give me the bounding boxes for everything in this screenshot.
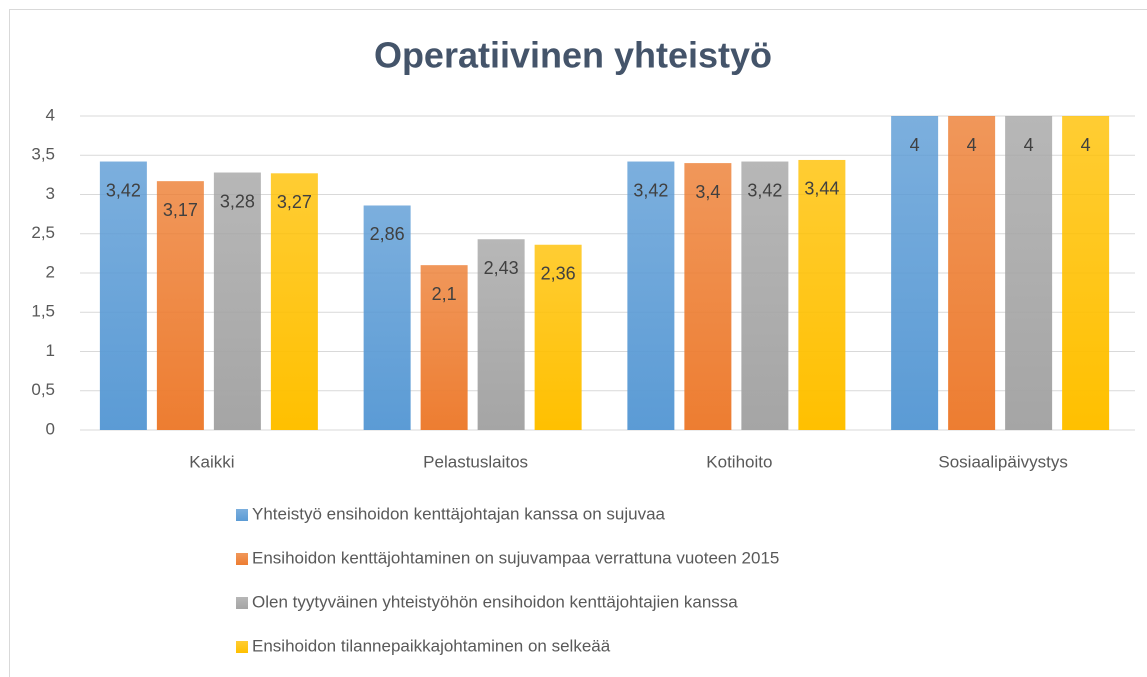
data-label: 4 bbox=[967, 135, 977, 155]
data-label: 2,1 bbox=[432, 284, 457, 304]
bar bbox=[684, 163, 732, 430]
y-tick-label: 3 bbox=[46, 184, 55, 203]
y-tick-label: 4 bbox=[46, 105, 55, 124]
data-label: 4 bbox=[910, 135, 920, 155]
bar bbox=[534, 244, 582, 430]
bar bbox=[363, 205, 411, 430]
data-label: 3,42 bbox=[633, 180, 668, 200]
y-tick-label: 1,5 bbox=[31, 302, 55, 321]
data-label: 2,43 bbox=[484, 258, 519, 278]
bar bbox=[477, 239, 525, 430]
bar bbox=[891, 116, 939, 430]
data-label: 4 bbox=[1081, 135, 1091, 155]
y-tick-label: 1 bbox=[46, 341, 55, 360]
legend-label: Yhteistyö ensihoidon kenttäjohtajan kans… bbox=[252, 504, 666, 523]
bar bbox=[270, 173, 318, 430]
y-tick-label: 0,5 bbox=[31, 380, 55, 399]
data-label: 3,27 bbox=[277, 192, 312, 212]
x-tick-label: Kaikki bbox=[189, 452, 234, 471]
legend-label: Olen tyytyväinen yhteistyöhön ensihoidon… bbox=[252, 592, 738, 611]
data-label: 3,28 bbox=[220, 191, 255, 211]
data-label: 3,44 bbox=[804, 179, 839, 199]
data-label: 3,4 bbox=[695, 182, 720, 202]
chart-frame bbox=[9, 9, 1147, 677]
y-tick-label: 2,5 bbox=[31, 223, 55, 242]
bar bbox=[948, 116, 996, 430]
bar bbox=[798, 159, 846, 430]
y-tick-label: 0 bbox=[46, 419, 55, 438]
data-label: 4 bbox=[1024, 135, 1034, 155]
bar bbox=[1005, 116, 1053, 430]
legend-swatch bbox=[236, 597, 248, 609]
bar bbox=[741, 161, 789, 430]
data-label: 2,86 bbox=[370, 224, 405, 244]
data-label: 3,42 bbox=[106, 180, 141, 200]
legend-swatch bbox=[236, 553, 248, 565]
legend-swatch bbox=[236, 641, 248, 653]
x-tick-label: Sosiaalipäivystys bbox=[938, 452, 1067, 471]
bar bbox=[420, 265, 468, 430]
x-tick-label: Kotihoito bbox=[706, 452, 772, 471]
bar bbox=[156, 181, 204, 430]
y-tick-label: 3,5 bbox=[31, 145, 55, 164]
legend-label: Ensihoidon tilannepaikkajohtaminen on se… bbox=[252, 636, 611, 655]
bar bbox=[627, 161, 675, 430]
data-label: 3,42 bbox=[747, 180, 782, 200]
bar bbox=[1062, 116, 1110, 430]
data-label: 2,36 bbox=[541, 263, 576, 283]
bar bbox=[213, 172, 261, 430]
bar bbox=[99, 161, 147, 430]
legend-label: Ensihoidon kenttäjohtaminen on sujuvampa… bbox=[252, 548, 779, 567]
y-tick-label: 2 bbox=[46, 262, 55, 281]
chart-title: Operatiivinen yhteistyö bbox=[374, 35, 772, 76]
data-label: 3,17 bbox=[163, 200, 198, 220]
legend-swatch bbox=[236, 509, 248, 521]
x-tick-label: Pelastuslaitos bbox=[423, 452, 528, 471]
